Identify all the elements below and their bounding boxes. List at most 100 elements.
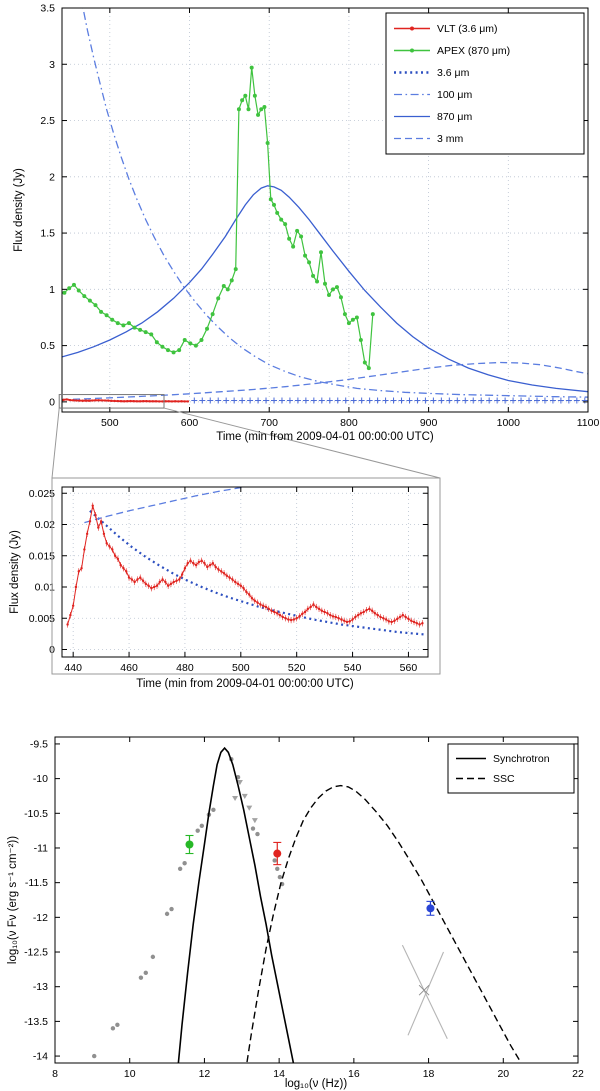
- marker: [256, 601, 259, 604]
- marker: [229, 278, 234, 283]
- model-100um: [82, 8, 588, 398]
- marker: [183, 400, 186, 403]
- marker: [169, 582, 173, 586]
- marker: [71, 604, 75, 607]
- y-tick-label: -14: [33, 1051, 48, 1063]
- marker: [221, 283, 226, 288]
- x-tick-label: 700: [260, 417, 278, 429]
- marker: [275, 210, 280, 215]
- marker: [75, 399, 78, 402]
- marker: [180, 400, 183, 403]
- marker: [129, 399, 132, 403]
- marker: [317, 607, 321, 611]
- marker: [292, 618, 296, 621]
- marker: [87, 399, 91, 402]
- marker: [199, 823, 205, 828]
- marker: [66, 623, 69, 626]
- y-tick-label: -11.5: [25, 877, 48, 889]
- marker: [370, 609, 374, 612]
- marker: [147, 584, 150, 587]
- marker: [126, 399, 129, 403]
- marker: [200, 559, 203, 562]
- marker: [83, 548, 86, 551]
- marker: [127, 576, 131, 579]
- marker: [87, 298, 92, 303]
- marker: [301, 612, 304, 616]
- marker: [253, 599, 256, 602]
- marker: [351, 618, 354, 621]
- marker: [319, 250, 324, 255]
- marker: [289, 618, 293, 622]
- marker: [396, 617, 399, 621]
- marker: [323, 610, 326, 614]
- marker: [132, 399, 135, 403]
- marker: [291, 244, 296, 249]
- marker: [164, 400, 167, 403]
- marker: [415, 622, 419, 625]
- gray-upper-limits: [232, 779, 258, 824]
- marker: [69, 613, 72, 617]
- marker: [278, 613, 282, 617]
- marker: [356, 613, 360, 617]
- marker: [104, 313, 109, 318]
- marker: [161, 400, 164, 403]
- x-tick-label: 800: [340, 417, 358, 429]
- marker: [240, 98, 245, 103]
- marker: [366, 366, 371, 371]
- marker: [283, 222, 288, 227]
- marker: [205, 326, 210, 331]
- marker: [71, 282, 76, 287]
- x-tick-label: 440: [64, 662, 82, 674]
- marker: [150, 587, 153, 590]
- marker: [426, 904, 435, 913]
- y-tick-label: 0.025: [29, 488, 55, 500]
- marker: [80, 567, 83, 570]
- inset-outer-box: [51, 477, 441, 675]
- y-tick-label: -9.5: [30, 738, 48, 750]
- marker: [329, 613, 332, 617]
- marker: [303, 253, 308, 258]
- p3-xlabel: log₁₀(ν (Hz)): [284, 1078, 348, 1090]
- marker: [178, 578, 181, 581]
- vlt-data: [62, 398, 190, 403]
- marker: [245, 590, 248, 594]
- marker: [306, 607, 310, 611]
- marker: [342, 619, 346, 622]
- marker: [284, 617, 287, 620]
- marker: [247, 593, 251, 596]
- marker: [122, 567, 125, 570]
- x-tick-label: 500: [232, 662, 250, 674]
- marker: [217, 568, 220, 571]
- marker: [77, 570, 80, 573]
- marker: [358, 337, 363, 342]
- marker: [130, 578, 134, 581]
- marker: [192, 562, 195, 565]
- marker: [171, 350, 176, 355]
- y-tick-label: -10: [33, 773, 48, 785]
- marker: [311, 273, 316, 278]
- y-tick-label: 3.5: [40, 3, 55, 15]
- marker: [410, 619, 413, 622]
- marker: [312, 603, 315, 606]
- marker: [418, 623, 421, 626]
- marker: [108, 545, 111, 548]
- y-tick-label: 0: [49, 396, 55, 408]
- marker: [167, 400, 170, 403]
- legend-label: APEX (870 μm): [437, 45, 510, 57]
- xray-sed-point: [426, 900, 435, 916]
- marker: [250, 826, 256, 831]
- marker: [340, 618, 343, 621]
- marker: [110, 317, 115, 322]
- marker: [136, 578, 139, 581]
- marker: [256, 112, 261, 117]
- marker: [110, 399, 113, 403]
- marker: [151, 400, 155, 403]
- gray-photometry: [92, 756, 285, 1059]
- marker: [233, 267, 238, 272]
- marker: [275, 866, 280, 871]
- x-tick-label: 480: [176, 662, 194, 674]
- series-layer: [92, 746, 522, 1063]
- marker: [149, 332, 154, 337]
